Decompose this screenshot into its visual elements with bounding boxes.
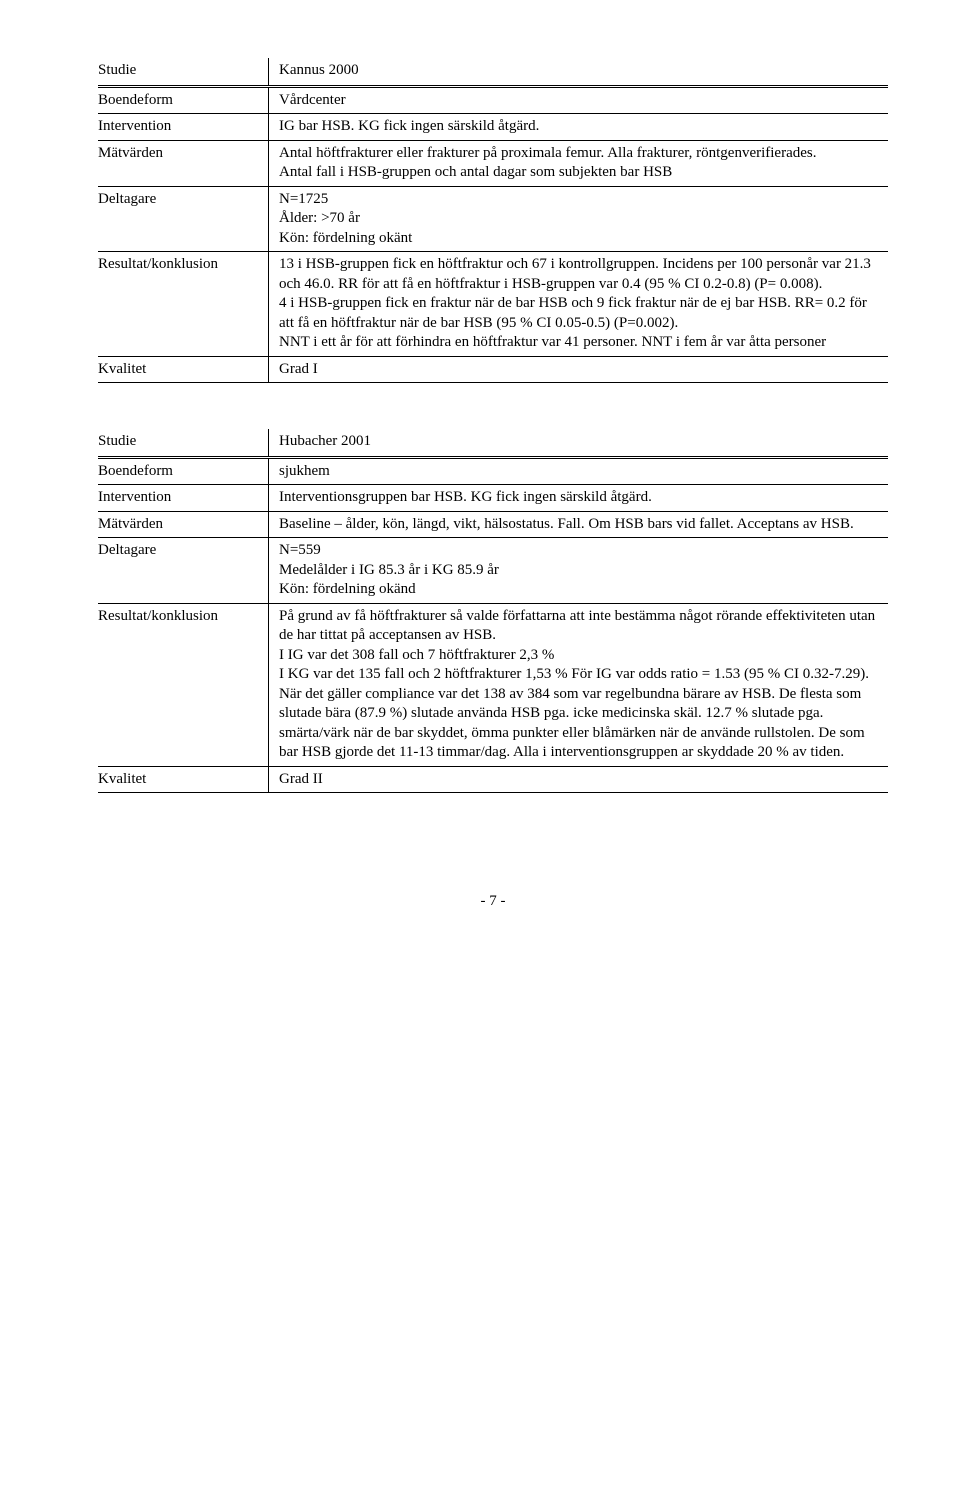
row-value: Interventionsgruppen bar HSB. KG fick in… — [269, 485, 889, 512]
row-value: N=1725Ålder: >70 årKön: fördelning okänt — [269, 186, 889, 252]
table-row: BoendeformVårdcenter — [98, 86, 888, 114]
row-value: N=559Medelålder i IG 85.3 år i KG 85.9 å… — [269, 538, 889, 604]
page-number: - 7 - — [98, 893, 888, 910]
table-row: InterventionInterventionsgruppen bar HSB… — [98, 485, 888, 512]
row-label: Intervention — [98, 485, 269, 512]
table-row: Resultat/konklusionPå grund av få höftfr… — [98, 603, 888, 766]
row-label: Resultat/konklusion — [98, 252, 269, 357]
row-label: Deltagare — [98, 538, 269, 604]
study-table: StudieHubacher 2001BoendeformsjukhemInte… — [98, 429, 888, 793]
table-row: DeltagareN=1725Ålder: >70 årKön: fördeln… — [98, 186, 888, 252]
row-value: 13 i HSB-gruppen fick en höftfraktur och… — [269, 252, 889, 357]
row-value: Kannus 2000 — [269, 58, 889, 86]
row-label: Kvalitet — [98, 766, 269, 793]
table-row: MätvärdenBaseline – ålder, kön, längd, v… — [98, 511, 888, 538]
row-value: Antal höftfrakturer eller frakturer på p… — [269, 140, 889, 186]
table-row: StudieKannus 2000 — [98, 58, 888, 86]
row-label: Mätvärden — [98, 140, 269, 186]
row-value: Grad I — [269, 356, 889, 383]
row-value: Grad II — [269, 766, 889, 793]
row-label: Studie — [98, 58, 269, 86]
row-label: Kvalitet — [98, 356, 269, 383]
row-label: Studie — [98, 429, 269, 457]
table-row: KvalitetGrad II — [98, 766, 888, 793]
table-row: InterventionIG bar HSB. KG fick ingen sä… — [98, 114, 888, 141]
row-value: sjukhem — [269, 457, 889, 485]
table-row: KvalitetGrad I — [98, 356, 888, 383]
row-label: Intervention — [98, 114, 269, 141]
row-value: IG bar HSB. KG fick ingen särskild åtgär… — [269, 114, 889, 141]
row-label: Boendeform — [98, 457, 269, 485]
row-label: Deltagare — [98, 186, 269, 252]
table-row: Boendeformsjukhem — [98, 457, 888, 485]
table-row: MätvärdenAntal höftfrakturer eller frakt… — [98, 140, 888, 186]
row-value: På grund av få höftfrakturer så valde fö… — [269, 603, 889, 766]
row-label: Resultat/konklusion — [98, 603, 269, 766]
row-label: Boendeform — [98, 86, 269, 114]
table-row: DeltagareN=559Medelålder i IG 85.3 år i … — [98, 538, 888, 604]
tables-container: StudieKannus 2000BoendeformVårdcenterInt… — [98, 58, 888, 793]
table-row: StudieHubacher 2001 — [98, 429, 888, 457]
row-value: Vårdcenter — [269, 86, 889, 114]
row-value: Hubacher 2001 — [269, 429, 889, 457]
row-value: Baseline – ålder, kön, längd, vikt, häls… — [269, 511, 889, 538]
table-row: Resultat/konklusion13 i HSB-gruppen fick… — [98, 252, 888, 357]
study-table: StudieKannus 2000BoendeformVårdcenterInt… — [98, 58, 888, 383]
row-label: Mätvärden — [98, 511, 269, 538]
